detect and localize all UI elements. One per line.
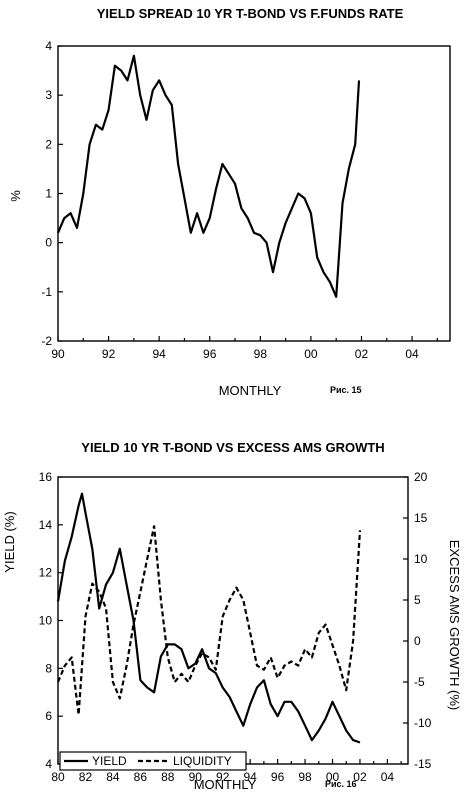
x-tick-label: 90 bbox=[189, 770, 203, 784]
x-tick-label: 98 bbox=[298, 770, 312, 784]
x-tick-label: 96 bbox=[203, 347, 217, 361]
chart2-ticks: 80 82 84 86 88 90 92 94 96 98 00 02 04 4 6 8 10 12 14 16 -15… bbox=[39, 470, 432, 784]
y2-tick-label: -10 bbox=[414, 716, 432, 730]
chart1-plot-frame bbox=[57, 45, 451, 342]
chart2-series bbox=[56, 492, 362, 744]
x-tick-label: 04 bbox=[381, 770, 395, 784]
y2-tick-label: 0 bbox=[414, 634, 421, 648]
chart1-title: YIELD SPREAD 10 YR T-BOND VS F.FUNDS RAT… bbox=[97, 6, 404, 21]
y-tick-label: 14 bbox=[39, 518, 53, 532]
x-tick-label: 02 bbox=[353, 770, 367, 784]
y-tick-label: 0 bbox=[45, 236, 52, 250]
y-tick-label: 10 bbox=[39, 614, 53, 628]
y-tick-label: 16 bbox=[39, 470, 53, 484]
chart2-title: YIELD 10 YR T-BOND VS EXCESS AMS GROWTH bbox=[81, 440, 384, 455]
y-tick-label: 3 bbox=[45, 88, 52, 102]
x-tick-label: 94 bbox=[152, 347, 166, 361]
chart1-ylabel: % bbox=[8, 190, 23, 202]
series-line-yield bbox=[56, 492, 361, 744]
x-tick-label: 02 bbox=[355, 347, 369, 361]
y-tick-label: 6 bbox=[45, 709, 52, 723]
y2-tick-label: 10 bbox=[414, 552, 428, 566]
chart2-xlabel: MONTHLY bbox=[194, 777, 257, 792]
y-tick-label: -1 bbox=[41, 285, 52, 299]
chart1-xlabel: MONTHLY bbox=[219, 383, 282, 398]
x-tick-label: 82 bbox=[79, 770, 93, 784]
x-tick-label: 88 bbox=[161, 770, 175, 784]
chart1-ticks: 90 92 94 96 98 00 02 04 -2 -1 0 1 2 3 4 bbox=[41, 39, 438, 361]
y2-tick-label: -5 bbox=[414, 675, 425, 689]
series-line-c1-0 bbox=[56, 54, 361, 298]
x-tick-label: 94 bbox=[243, 770, 257, 784]
chart1-series bbox=[56, 54, 361, 298]
y-tick-label: 4 bbox=[45, 757, 52, 771]
chart2-figure-label: Рис. 16 bbox=[325, 779, 357, 789]
series-line-liquidity bbox=[56, 525, 362, 716]
x-tick-label: 86 bbox=[134, 770, 148, 784]
x-tick-label: 80 bbox=[51, 770, 65, 784]
x-tick-label: 98 bbox=[254, 347, 268, 361]
chart2-legend: YIELD LIQUIDITY bbox=[59, 751, 247, 771]
y-tick-label: 2 bbox=[45, 137, 52, 151]
x-tick-label: 00 bbox=[326, 770, 340, 784]
y-tick-label: 8 bbox=[45, 661, 52, 675]
x-tick-label: 96 bbox=[271, 770, 285, 784]
chart2-ylabel: YIELD (%) bbox=[2, 511, 17, 572]
chart2-y2label: EXCESS AMS GROWTH (%) bbox=[447, 540, 462, 710]
y-tick-label: 1 bbox=[45, 187, 52, 201]
y-tick-label: 12 bbox=[39, 566, 53, 580]
legend-label-yield: YIELD bbox=[92, 754, 127, 768]
x-tick-label: 04 bbox=[405, 347, 419, 361]
x-tick-label: 00 bbox=[304, 347, 318, 361]
y2-tick-label: 15 bbox=[414, 511, 428, 525]
legend-label-liquidity: LIQUIDITY bbox=[173, 754, 232, 768]
y2-tick-label: -15 bbox=[414, 757, 432, 771]
y-tick-label: 4 bbox=[45, 39, 52, 53]
y2-tick-label: 5 bbox=[414, 593, 421, 607]
y-tick-label: -2 bbox=[41, 334, 52, 348]
chart1-figure-label: Рис. 15 bbox=[330, 385, 362, 395]
x-tick-label: 92 bbox=[216, 770, 230, 784]
chart2-plot-frame bbox=[57, 476, 409, 765]
x-tick-label: 92 bbox=[102, 347, 116, 361]
x-tick-label: 90 bbox=[51, 347, 65, 361]
x-tick-label: 84 bbox=[106, 770, 120, 784]
legend-box bbox=[59, 751, 247, 771]
y2-tick-label: 20 bbox=[414, 470, 428, 484]
